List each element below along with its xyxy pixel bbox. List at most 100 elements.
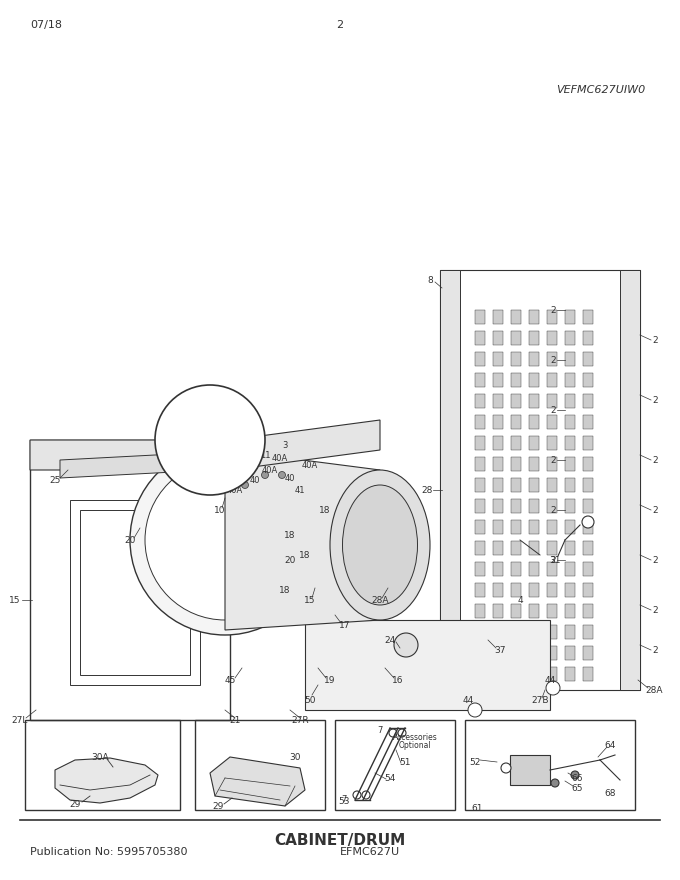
Bar: [565, 520, 575, 534]
Circle shape: [353, 791, 361, 799]
Text: 28A: 28A: [645, 686, 663, 694]
Bar: [185, 425, 220, 447]
PathPatch shape: [55, 758, 158, 803]
Text: 19: 19: [324, 676, 336, 685]
Text: 2: 2: [550, 305, 556, 314]
Bar: [475, 331, 485, 345]
Bar: [511, 604, 521, 618]
Bar: [511, 667, 521, 681]
Text: 11: 11: [260, 451, 270, 459]
Text: 2: 2: [652, 456, 658, 465]
Text: 40: 40: [250, 475, 260, 485]
Bar: [547, 667, 557, 681]
Bar: [547, 625, 557, 639]
Text: 7: 7: [377, 725, 383, 735]
Bar: [493, 646, 503, 660]
Bar: [529, 394, 539, 408]
Text: 18: 18: [284, 531, 296, 539]
Bar: [493, 415, 503, 429]
Bar: [510, 755, 550, 785]
Bar: [80, 510, 190, 675]
Text: CABINET/DRUM: CABINET/DRUM: [274, 833, 406, 848]
Text: 3: 3: [282, 441, 288, 450]
Circle shape: [262, 472, 269, 479]
Text: 2: 2: [652, 505, 658, 515]
Text: 40A: 40A: [227, 486, 243, 495]
Bar: [583, 604, 593, 618]
Text: 44: 44: [545, 676, 556, 685]
Bar: [547, 352, 557, 366]
Bar: [529, 436, 539, 450]
Bar: [583, 562, 593, 576]
Bar: [195, 720, 325, 810]
Bar: [620, 270, 640, 690]
Bar: [475, 604, 485, 618]
Text: 15: 15: [304, 596, 316, 605]
Bar: [511, 499, 521, 513]
Text: 28A: 28A: [371, 596, 389, 605]
Bar: [547, 478, 557, 492]
Circle shape: [571, 771, 579, 779]
Bar: [547, 331, 557, 345]
Bar: [475, 499, 485, 513]
Text: 4: 4: [517, 596, 523, 605]
Text: 40A: 40A: [262, 466, 278, 474]
Text: 68: 68: [605, 788, 616, 797]
Bar: [529, 373, 539, 387]
Text: 51: 51: [399, 758, 411, 766]
Bar: [475, 436, 485, 450]
Circle shape: [211, 480, 218, 488]
Circle shape: [468, 703, 482, 717]
Bar: [493, 583, 503, 597]
Bar: [565, 352, 575, 366]
Text: EFMC627U: EFMC627U: [340, 847, 400, 857]
Circle shape: [546, 681, 560, 695]
Bar: [547, 541, 557, 555]
Bar: [565, 394, 575, 408]
Bar: [475, 625, 485, 639]
Text: 61: 61: [471, 803, 483, 812]
Polygon shape: [225, 450, 380, 630]
Bar: [185, 420, 220, 428]
Ellipse shape: [130, 445, 320, 635]
Text: 24: 24: [384, 635, 396, 644]
Text: Publication No: 5995705380: Publication No: 5995705380: [30, 847, 188, 857]
Circle shape: [246, 465, 254, 472]
Bar: [511, 352, 521, 366]
Text: 20: 20: [124, 536, 136, 545]
Bar: [565, 541, 575, 555]
Text: 54: 54: [384, 774, 396, 782]
Bar: [547, 646, 557, 660]
Circle shape: [398, 729, 406, 737]
Text: 30A: 30A: [91, 752, 109, 761]
Bar: [511, 562, 521, 576]
Text: 40A: 40A: [302, 460, 318, 470]
Ellipse shape: [343, 485, 418, 605]
Circle shape: [582, 516, 594, 528]
Text: 29: 29: [212, 802, 224, 810]
Text: VEFMC627UIW0: VEFMC627UIW0: [556, 85, 645, 95]
Bar: [475, 373, 485, 387]
Text: 18: 18: [279, 585, 291, 595]
Bar: [583, 352, 593, 366]
Text: 10: 10: [214, 505, 226, 515]
Bar: [475, 310, 485, 324]
Bar: [529, 646, 539, 660]
Bar: [475, 646, 485, 660]
Bar: [493, 331, 503, 345]
Bar: [493, 562, 503, 576]
Bar: [475, 520, 485, 534]
Text: 17: 17: [339, 620, 351, 629]
Bar: [529, 352, 539, 366]
Bar: [547, 436, 557, 450]
Bar: [529, 310, 539, 324]
Bar: [511, 520, 521, 534]
Bar: [583, 646, 593, 660]
Polygon shape: [60, 450, 250, 478]
Bar: [529, 457, 539, 471]
Text: 40: 40: [285, 473, 295, 482]
Bar: [547, 457, 557, 471]
Bar: [529, 583, 539, 597]
Bar: [583, 520, 593, 534]
Text: 30: 30: [289, 752, 301, 761]
